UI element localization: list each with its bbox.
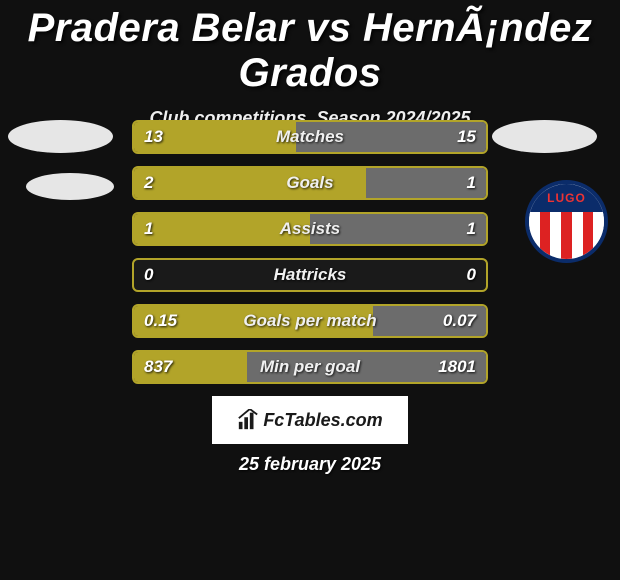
stat-label: Matches xyxy=(134,122,486,152)
club-badge: LUGO xyxy=(525,180,608,263)
stat-label: Hattricks xyxy=(134,260,486,290)
stat-row: 21Goals xyxy=(132,166,488,200)
stats-bars: 1315Matches 21Goals 11Assists 00Hattricks 0.… xyxy=(132,120,488,396)
avatar-placeholder xyxy=(8,120,113,153)
right-player-avatars xyxy=(492,120,612,173)
stat-label: Min per goal xyxy=(134,352,486,382)
logo-text: FcTables.com xyxy=(263,410,382,431)
fctables-logo: FcTables.com xyxy=(212,396,408,444)
club-badge-text: LUGO xyxy=(529,184,604,212)
stat-row: 00Hattricks xyxy=(132,258,488,292)
snapshot-date: 25 february 2025 xyxy=(0,454,620,475)
avatar-placeholder xyxy=(492,120,597,153)
chart-icon xyxy=(237,409,259,431)
stat-label: Assists xyxy=(134,214,486,244)
stat-row: 8371801Min per goal xyxy=(132,350,488,384)
left-player-avatars xyxy=(8,120,128,220)
avatar-placeholder xyxy=(26,173,114,200)
club-badge-stripes xyxy=(529,212,604,259)
stat-row: 1315Matches xyxy=(132,120,488,154)
stat-row: 0.150.07Goals per match xyxy=(132,304,488,338)
page-title: Pradera Belar vs HernÃ¡ndez Grados xyxy=(0,0,620,96)
stat-label: Goals xyxy=(134,168,486,198)
stat-label: Goals per match xyxy=(134,306,486,336)
stat-row: 11Assists xyxy=(132,212,488,246)
stats-comparison-card: Pradera Belar vs HernÃ¡ndez Grados Club … xyxy=(0,0,620,580)
